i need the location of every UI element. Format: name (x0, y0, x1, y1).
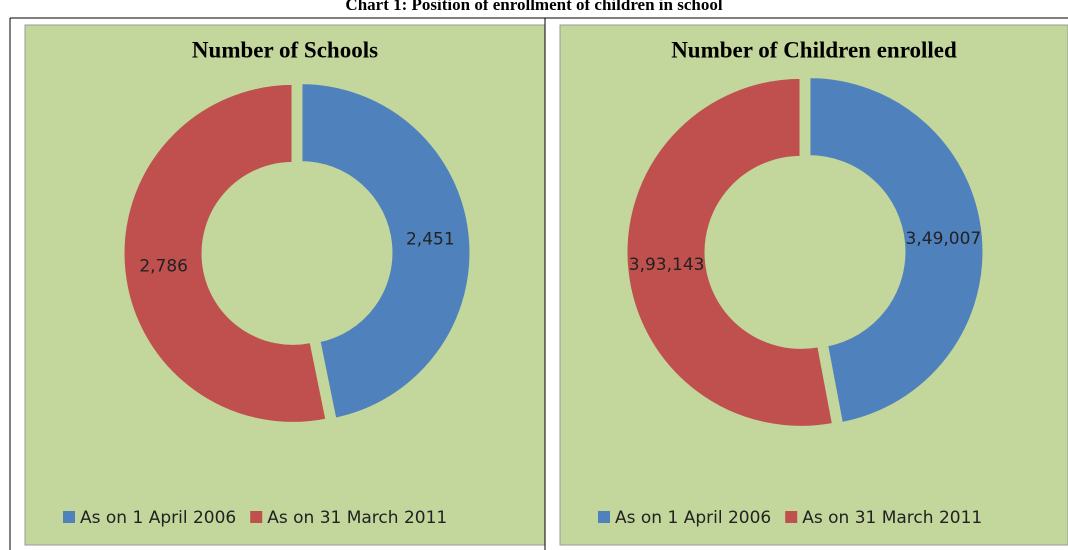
donut-slice (624, 75, 836, 429)
legend-swatch (250, 511, 263, 523)
donut-slice (121, 81, 329, 425)
data-label: 3,93,143 (629, 255, 705, 275)
donut-slice (807, 75, 986, 426)
data-label: 2,786 (139, 256, 188, 276)
data-label: 2,451 (406, 230, 455, 250)
donut-slice (299, 81, 473, 421)
legend-label: As on 1 April 2006 (615, 508, 771, 528)
legend-label: As on 31 March 2011 (267, 508, 447, 528)
legend-swatch (63, 511, 75, 523)
legend-label: As on 1 April 2006 (80, 508, 236, 528)
legend-swatch (785, 511, 798, 523)
chart-title: Number of Children enrolled (671, 37, 957, 62)
legend-swatch (598, 511, 610, 523)
legend-label: As on 31 March 2011 (802, 508, 982, 528)
chart-title: Number of Schools (192, 37, 378, 62)
data-label: 3,49,007 (906, 229, 982, 249)
page-title: Chart 1: Position of enrollment of child… (345, 0, 722, 14)
